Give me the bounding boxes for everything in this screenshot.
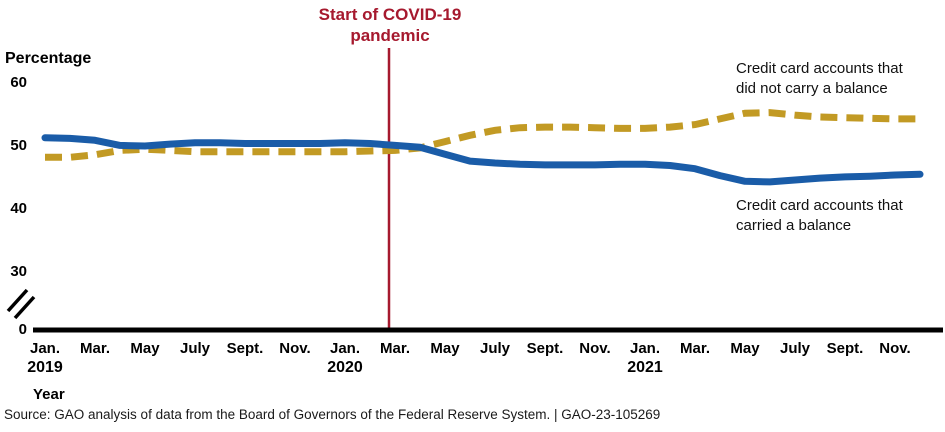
series-label-did-not-carry: Credit card accounts that did not carry … [736, 60, 903, 97]
x-tick-label: Sept. [226, 340, 264, 357]
x-tick-label: Sept. [826, 340, 864, 357]
x-tick-label: May [730, 340, 760, 357]
y-axis-title: Percentage [5, 50, 92, 67]
x-tick-label: July [179, 340, 211, 357]
y-tick-label: 0 [18, 321, 27, 338]
x-axis-title: Year [33, 386, 65, 403]
year-label: 2020 [327, 359, 363, 376]
x-tick-label: Nov. [279, 340, 311, 357]
x-tick-label: Jan. [29, 340, 61, 357]
x-tick-label: Mar. [379, 340, 411, 357]
axis-break-icon [6, 288, 36, 320]
x-tick-label: Mar. [679, 340, 711, 357]
y-tick-label: 60 [10, 74, 27, 91]
x-tick-label: Mar. [79, 340, 111, 357]
y-tick-label: 30 [10, 263, 27, 280]
covid-annotation-title: Start of COVID-19 pandemic [318, 5, 462, 45]
x-tick-label: Nov. [879, 340, 911, 357]
year-label: 2019 [27, 359, 63, 376]
x-tick-label: Jan. [329, 340, 361, 357]
x-tick-label: May [430, 340, 460, 357]
y-tick-label: 40 [10, 200, 27, 217]
y-tick-label: 50 [10, 137, 27, 154]
x-tick-label: Jan. [629, 340, 661, 357]
x-tick-label: Nov. [579, 340, 611, 357]
series-label-carried: Credit card accounts that carried a bala… [736, 197, 903, 234]
x-tick-label: July [479, 340, 511, 357]
x-tick-label: May [130, 340, 160, 357]
x-tick-label: July [779, 340, 811, 357]
year-label: 2021 [627, 359, 663, 376]
source-note: Source: GAO analysis of data from the Bo… [4, 407, 661, 422]
series-did-not-carry-line [45, 109, 920, 161]
series-carried-line [41, 134, 924, 186]
x-tick-label: Sept. [526, 340, 564, 357]
